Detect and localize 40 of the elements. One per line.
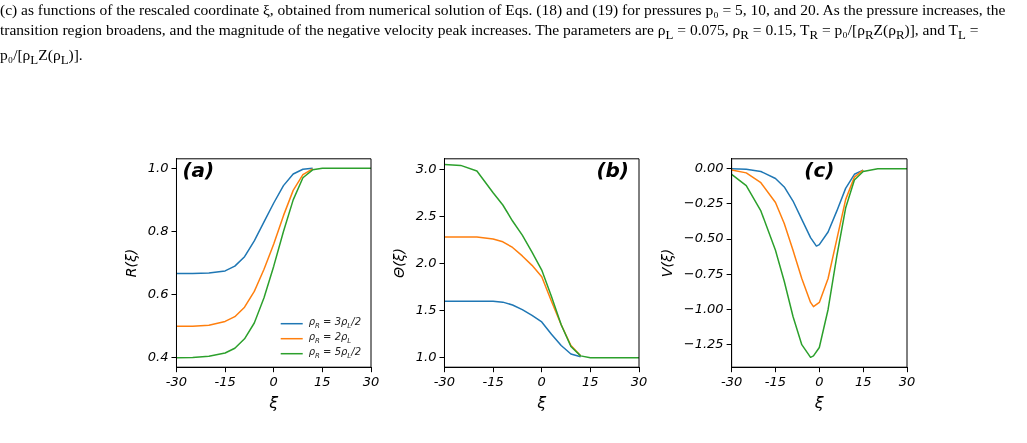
text: (c) as functions of the rescaled coordinate ξ, obtained from numerical solution of Eqs. (18) and (19) for pressures p₀ = 5, 10, and 20. As the pressure increases, the transition region broadens, and the magnitude of the negative velocity peak increases. The parameters are ρ$_{L}$ = 0.075, ρ$_{R}$ = 0.15, T$_{R}$ = p₀/[ρ$_{R}$Z(ρ$_{R}$)], and T$_{L}$ = p₀/[ρ$_{L}$Z(ρ$_{L}$)]. (0, 1, 1006, 68)
chart-title: (c) (804, 158, 835, 182)
y-tick-label: 2.0 (415, 254, 437, 270)
chart-title: (b) (596, 158, 629, 182)
y-tick-label: −0.50 (683, 230, 724, 246)
y-axis-title: V(ξ) (659, 248, 676, 278)
y-tick-label: 0.4 (147, 349, 169, 365)
x-tick-label: 15 (854, 374, 872, 390)
y-tick-label: 0.00 (694, 160, 724, 176)
x-tick-label: 0 (269, 374, 278, 390)
x-tick-label: -15 (214, 374, 236, 390)
y-axis-title: Θ(ξ) (391, 248, 408, 278)
x-tick-label: 0 (815, 374, 824, 390)
x-tick-label: 30 (362, 374, 380, 390)
x-tick-label: -30 (165, 374, 188, 390)
y-tick-label: 0.6 (147, 285, 169, 301)
x-axis-title: ξ (536, 392, 548, 412)
y-tick-label: 3.0 (415, 160, 437, 176)
x-axis-title: ξ (268, 392, 280, 412)
y-tick-label: 1.5 (415, 302, 437, 317)
y-tick-label: −1.25 (683, 336, 724, 352)
y-tick-label: −1.00 (683, 300, 724, 316)
y-axis-title: R(ξ) (123, 248, 140, 278)
x-tick-label: 30 (630, 374, 648, 390)
y-tick-label: 1.0 (415, 349, 437, 365)
y-tick-label: 1.0 (147, 159, 169, 175)
x-tick-label: -15 (482, 374, 504, 390)
y-tick-label: 0.8 (147, 222, 169, 238)
x-tick-label: -30 (721, 374, 743, 390)
x-tick-label: 30 (898, 374, 916, 390)
x-tick-label: -30 (433, 374, 456, 390)
x-tick-label: -15 (764, 374, 787, 390)
y-tick-label: −0.75 (683, 265, 724, 281)
x-axis-title: ξ (813, 392, 825, 412)
chart-title: (a) (182, 158, 215, 182)
x-tick-label: 15 (314, 374, 331, 390)
y-tick-label: 2.5 (415, 207, 437, 223)
x-tick-label: 0 (537, 374, 546, 390)
y-tick-label: −0.25 (683, 195, 724, 211)
x-tick-label: 15 (582, 374, 599, 390)
